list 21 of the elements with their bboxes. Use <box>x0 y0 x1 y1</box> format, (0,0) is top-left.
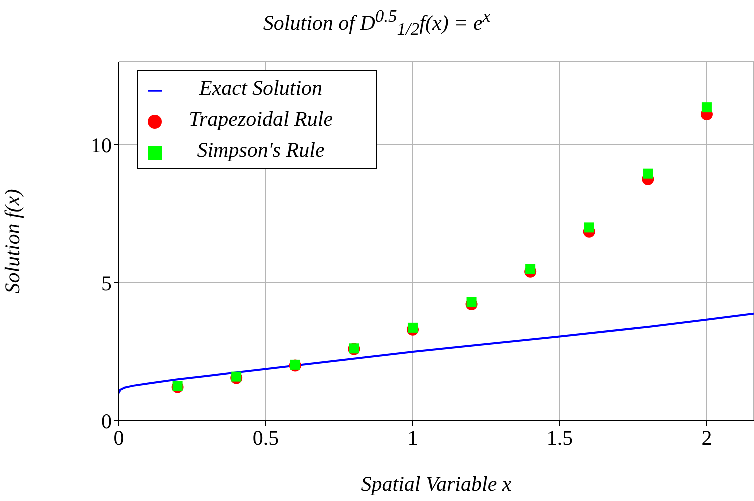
x-tick-label: 0.5 <box>252 426 280 450</box>
point <box>466 297 477 308</box>
point <box>702 102 712 113</box>
y-tick-label: 5 <box>102 271 112 296</box>
point <box>584 222 594 233</box>
chart-title: Solution of D$^{0.5}$$_{1/2}$f(x) = e$^{x}$ <box>262 6 492 40</box>
y-tick-label: 10 <box>91 133 112 158</box>
line-series <box>119 312 754 394</box>
legend-label: Exact Solution <box>198 75 324 102</box>
x-axis-title: Spatial Variable x <box>361 472 512 496</box>
legend-label: Trapezoidal Rule <box>188 106 334 133</box>
point <box>643 168 654 179</box>
x-tick-label: 1.5 <box>546 426 574 450</box>
y-tick-label: 0 <box>102 409 112 434</box>
x-tick-label: 2 <box>702 426 712 450</box>
x-tick-label: 1 <box>408 426 418 450</box>
legend-label: Simpson's Rule <box>196 137 326 164</box>
point <box>232 372 242 382</box>
point <box>526 264 536 274</box>
point <box>408 322 418 333</box>
y-axis-title: Solution f(x) <box>0 189 24 294</box>
